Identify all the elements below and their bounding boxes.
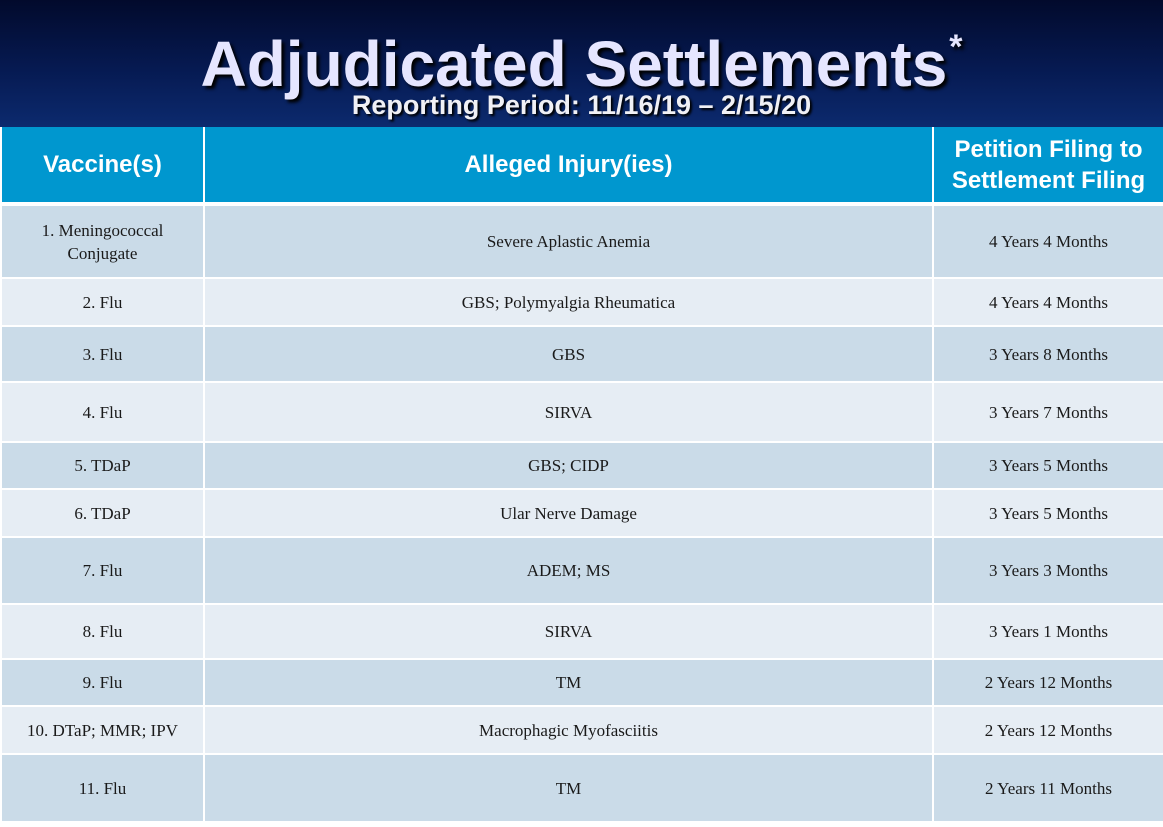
- settlements-table: Vaccine(s) Alleged Injury(ies) Petition …: [0, 127, 1163, 823]
- table-row: 8. Flu SIRVA 3 Years 1 Months: [0, 604, 1163, 660]
- injury-cell: GBS: [203, 326, 934, 383]
- duration-cell: 2 Years 12 Months: [932, 659, 1163, 707]
- injury-cell: Severe Aplastic Anemia: [203, 204, 934, 279]
- duration-cell: 3 Years 7 Months: [932, 382, 1163, 443]
- table-row: 2. Flu GBS; Polymyalgia Rheumatica 4 Yea…: [0, 278, 1163, 327]
- duration-cell: 3 Years 5 Months: [932, 489, 1163, 538]
- table-row: 9. Flu TM 2 Years 12 Months: [0, 659, 1163, 707]
- page-title-text: Adjudicated Settlements: [200, 28, 948, 100]
- table-row: 5. TDaP GBS; CIDP 3 Years 5 Months: [0, 442, 1163, 490]
- table-row: 10. DTaP; MMR; IPV Macrophagic Myofascii…: [0, 706, 1163, 755]
- injury-cell: SIRVA: [203, 604, 934, 660]
- title-banner: Adjudicated Settlements* Reporting Perio…: [0, 0, 1163, 127]
- vaccine-cell: 9. Flu: [0, 659, 205, 707]
- column-header-vaccine: Vaccine(s): [0, 127, 205, 206]
- column-header-injury: Alleged Injury(ies): [203, 127, 934, 206]
- page-title: Adjudicated Settlements*: [0, 8, 1163, 103]
- vaccine-cell: 1. Meningococcal Conjugate: [0, 204, 205, 279]
- injury-cell: Ular Nerve Damage: [203, 489, 934, 538]
- duration-cell: 2 Years 11 Months: [932, 754, 1163, 823]
- table-row: 1. Meningococcal Conjugate Severe Aplast…: [0, 204, 1163, 279]
- reporting-period: Reporting Period: 11/16/19 – 2/15/20: [351, 90, 812, 120]
- vaccine-cell: 2. Flu: [0, 278, 205, 327]
- injury-cell: GBS; CIDP: [203, 442, 934, 490]
- injury-cell: Macrophagic Myofasciitis: [203, 706, 934, 755]
- vaccine-cell: 6. TDaP: [0, 489, 205, 538]
- vaccine-cell: 8. Flu: [0, 604, 205, 660]
- duration-cell: 3 Years 5 Months: [932, 442, 1163, 490]
- table-header-row: Vaccine(s) Alleged Injury(ies) Petition …: [0, 127, 1163, 206]
- duration-cell: 3 Years 8 Months: [932, 326, 1163, 383]
- table-row: 3. Flu GBS 3 Years 8 Months: [0, 326, 1163, 383]
- injury-cell: SIRVA: [203, 382, 934, 443]
- injury-cell: ADEM; MS: [203, 537, 934, 605]
- injury-cell: TM: [203, 659, 934, 707]
- duration-cell: 4 Years 4 Months: [932, 278, 1163, 327]
- vaccine-cell: 10. DTaP; MMR; IPV: [0, 706, 205, 755]
- duration-cell: 4 Years 4 Months: [932, 204, 1163, 279]
- injury-cell: GBS; Polymyalgia Rheumatica: [203, 278, 934, 327]
- table-row: 11. Flu TM 2 Years 11 Months: [0, 754, 1163, 823]
- vaccine-cell: 4. Flu: [0, 382, 205, 443]
- vaccine-cell: 5. TDaP: [0, 442, 205, 490]
- vaccine-cell: 3. Flu: [0, 326, 205, 383]
- table-row: 7. Flu ADEM; MS 3 Years 3 Months: [0, 537, 1163, 605]
- table-row: 4. Flu SIRVA 3 Years 7 Months: [0, 382, 1163, 443]
- vaccine-cell: 11. Flu: [0, 754, 205, 823]
- duration-cell: 3 Years 1 Months: [932, 604, 1163, 660]
- table-row: 6. TDaP Ular Nerve Damage 3 Years 5 Mont…: [0, 489, 1163, 538]
- title-asterisk: *: [949, 28, 963, 66]
- vaccine-cell: 7. Flu: [0, 537, 205, 605]
- injury-cell: TM: [203, 754, 934, 823]
- column-header-duration: Petition Filing to Settlement Filing: [932, 127, 1163, 206]
- duration-cell: 3 Years 3 Months: [932, 537, 1163, 605]
- duration-cell: 2 Years 12 Months: [932, 706, 1163, 755]
